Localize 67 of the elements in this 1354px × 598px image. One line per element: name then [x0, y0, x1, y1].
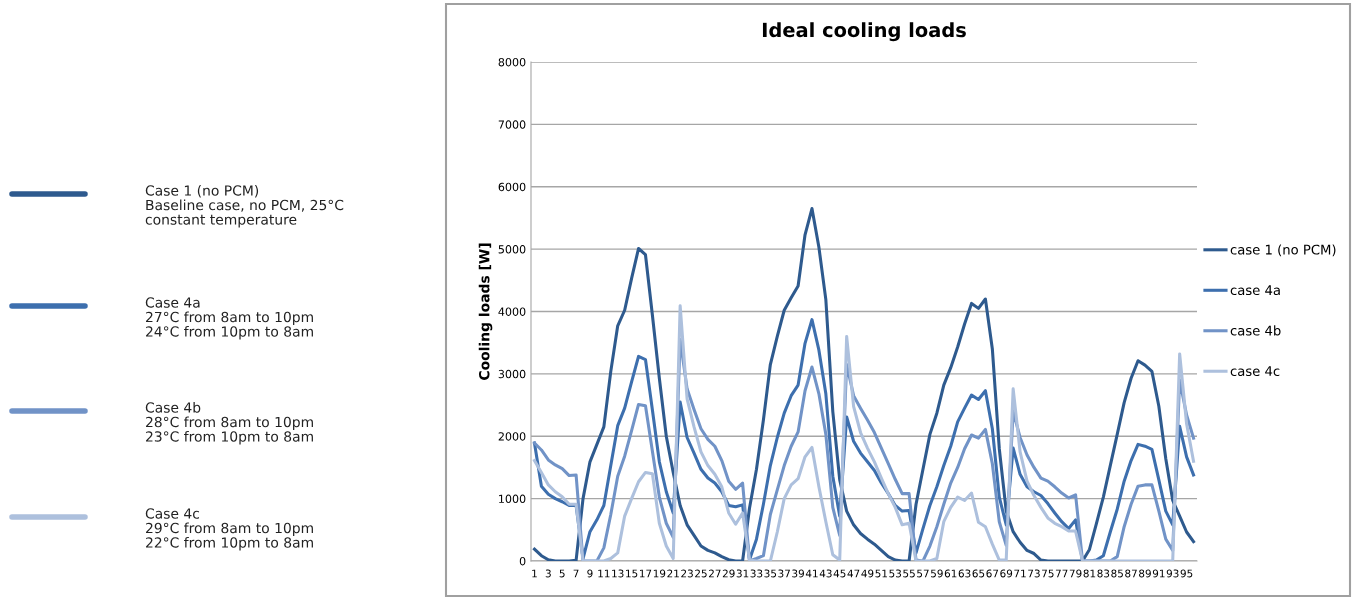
x-tick-label: 57: [917, 569, 929, 578]
y-tick-label: 2000: [498, 432, 526, 441]
legend-label: case 4b: [1230, 325, 1281, 336]
x-tick-label: 87: [1125, 569, 1137, 578]
x-tick-label: 53: [889, 569, 902, 578]
x-tick-label: 11: [598, 569, 610, 578]
x-tick-label: 71: [1014, 569, 1026, 578]
x-tick-label: 63: [958, 569, 971, 578]
x-tick-label: 65: [972, 569, 985, 578]
x-tick-label: 13: [612, 569, 624, 578]
y-tick-label: 8000: [498, 57, 526, 67]
y-tick-label: 7000: [498, 120, 526, 129]
x-tick-label: 1: [532, 569, 537, 578]
chart-title: Ideal cooling loads: [762, 22, 966, 42]
x-tick-label: 69: [1000, 569, 1013, 578]
x-tick-label: 9: [587, 569, 593, 578]
x-tick-label: 15: [626, 569, 638, 578]
x-tick-label: 83: [1097, 569, 1110, 578]
x-tick-label: 61: [944, 569, 957, 578]
y-tick-label: 0: [519, 556, 526, 566]
text: Case 4c 29°C from 8am to 10pm 22°C from 10pm to 8am: [145, 508, 313, 551]
x-tick-label: 81: [1083, 569, 1096, 578]
x-tick-label: 95: [1180, 569, 1193, 578]
x-tick-label: 51: [875, 569, 888, 578]
x-tick-label: 73: [1028, 569, 1040, 578]
text: Case 4a 27°C from 8am to 10pm 24°C from 10pm to 8am: [145, 297, 313, 340]
y-axis-title: Cooling loads [W]: [478, 243, 493, 380]
x-tick-label: 43: [819, 569, 832, 578]
legend-label: case 4a: [1230, 285, 1280, 296]
x-tick-label: 79: [1069, 569, 1082, 578]
x-tick-label: 3: [545, 569, 551, 578]
legend-label: case 1 (no PCM): [1230, 244, 1336, 257]
y-tick-label: 3000: [498, 369, 526, 379]
x-tick-label: 85: [1111, 569, 1123, 578]
y-tick-label: 1000: [499, 494, 526, 503]
x-tick-label: 59: [931, 569, 943, 578]
x-tick-label: 23: [681, 569, 693, 578]
x-tick-label: 17: [639, 569, 652, 578]
x-tick-label: 37: [778, 569, 790, 578]
x-tick-label: 55: [903, 569, 915, 578]
x-tick-label: 89: [1139, 569, 1151, 578]
x-tick-label: 39: [792, 569, 804, 578]
x-tick-label: 67: [986, 569, 999, 578]
x-tick-label: 19: [653, 569, 666, 578]
x-tick-label: 21: [667, 569, 679, 578]
x-tick-label: 47: [847, 569, 860, 578]
x-tick-label: 77: [1055, 569, 1068, 578]
x-tick-label: 7: [573, 569, 579, 578]
x-tick-label: 35: [764, 569, 777, 578]
text: Case 4b 28°C from 8am to 10pm 23°C from 10pm to 8am: [145, 402, 313, 445]
x-tick-label: 75: [1042, 569, 1054, 578]
x-tick-label: 27: [708, 569, 721, 578]
x-tick-label: 49: [861, 569, 874, 578]
y-tick-label: 5000: [498, 245, 526, 254]
x-tick-label: 93: [1166, 569, 1179, 578]
x-tick-label: 33: [750, 569, 763, 578]
text: Case 1 (no PCM) Baseline case, no PCM, 25°C constant temperature: [145, 185, 344, 228]
y-tick-label: 4000: [498, 307, 526, 316]
y-tick-label: 6000: [498, 182, 526, 192]
x-tick-label: 5: [559, 569, 565, 578]
x-tick-label: 91: [1152, 569, 1165, 578]
x-tick-label: 25: [695, 569, 707, 578]
x-tick-label: 29: [722, 569, 735, 578]
x-tick-label: 41: [805, 569, 818, 578]
legend-label: case 4c: [1230, 366, 1280, 377]
x-tick-label: 45: [833, 569, 846, 578]
x-tick-label: 31: [736, 569, 749, 578]
